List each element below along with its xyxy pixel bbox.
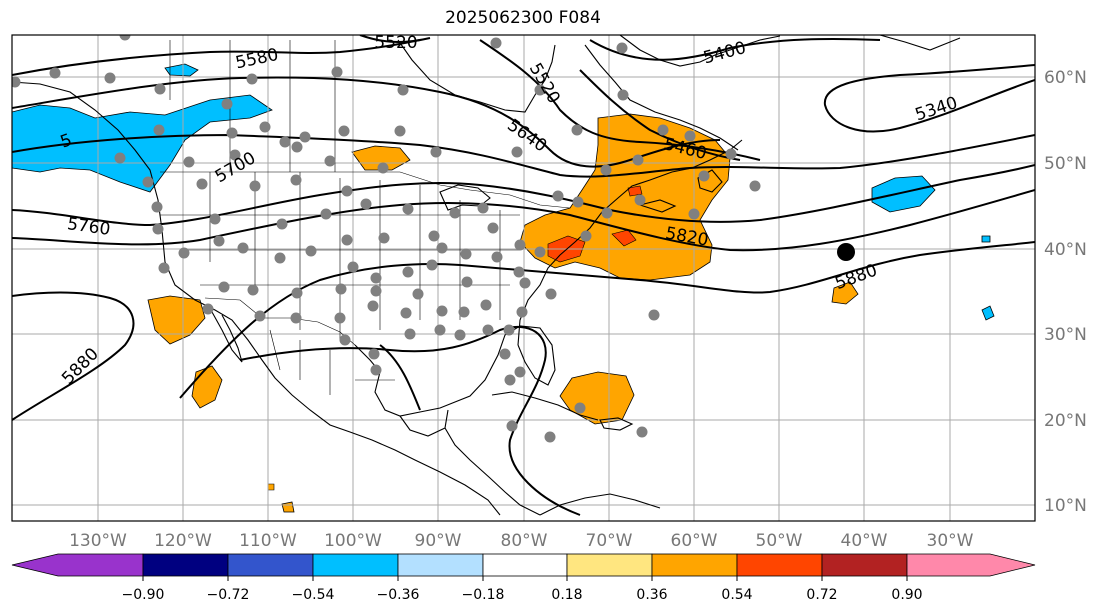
- map-frame: [11, 34, 1036, 522]
- negative-anomaly-region: [164, 63, 199, 77]
- positive-anomaly-region: [831, 281, 859, 305]
- north-america-west-coast: [12, 81, 501, 516]
- negative-anomaly-region: [871, 175, 936, 213]
- contour-5820: [12, 189, 1035, 252]
- longitude-label: 70°W: [586, 531, 633, 551]
- hudson-bay: [397, 39, 556, 113]
- colorbar-tick-label: −0.72: [207, 587, 250, 603]
- hispaniola: [599, 417, 634, 431]
- latitude-label: 60°N: [1044, 68, 1087, 88]
- longitude-label: 80°W: [501, 531, 548, 551]
- contour-5520-east: [479, 39, 761, 161]
- colorbar-tick-label: 0.54: [721, 587, 752, 603]
- colorbar-tick-label: −0.18: [462, 587, 505, 603]
- height-contours: [12, 35, 1035, 516]
- contour-5460: [579, 69, 741, 161]
- longitude-label: 120°W: [154, 531, 212, 551]
- colorbar-segment: [482, 553, 568, 577]
- colorbar-tick-label: 0.36: [636, 587, 667, 603]
- positive-anomaly-region: [351, 145, 411, 171]
- contour-5580: [12, 39, 421, 76]
- great-lakes: [439, 184, 491, 211]
- longitude-label: 130°W: [69, 531, 127, 551]
- contour-5880-c: [239, 325, 581, 516]
- colorbar-segment: [736, 553, 823, 577]
- negative-anomaly-region: [981, 305, 995, 321]
- longitude-label: 110°W: [239, 531, 297, 551]
- positive-anomaly-region: [281, 501, 295, 513]
- contour-5880-b: [12, 291, 135, 421]
- colorbar-tick-label: −0.36: [377, 587, 420, 603]
- colorbar-tick-label: 0.90: [891, 587, 922, 603]
- colorbar-segment: [11, 553, 144, 577]
- contour-5340: [823, 64, 1035, 133]
- colorbar-segment: [312, 553, 399, 577]
- longitude-label: 60°W: [671, 531, 718, 551]
- highlighted-station-marker: [837, 243, 855, 261]
- longitude-label: 30°W: [927, 531, 974, 551]
- contour-5700: [12, 133, 1035, 178]
- contour-5640: [12, 76, 721, 168]
- contour-5400: [589, 37, 881, 61]
- contour-5880-d: [379, 344, 421, 411]
- latitude-label: 30°N: [1044, 325, 1087, 345]
- baja-california: [211, 311, 243, 363]
- south-america-north: [539, 493, 661, 516]
- labrador-coast: [584, 44, 739, 151]
- latitude-labels: 60°N 50°N 40°N 30°N 20°N 10°N: [1044, 68, 1087, 516]
- yucatan: [399, 409, 449, 437]
- colorbar-tick-label: −0.90: [122, 587, 165, 603]
- mexico-states: [269, 329, 395, 395]
- colorbar-ticks: [142, 576, 908, 581]
- contour-5880-a: [179, 241, 1035, 399]
- greenland: [619, 35, 781, 67]
- longitude-label: 50°W: [756, 531, 803, 551]
- contour-label: 5520: [374, 33, 417, 53]
- latitude-label: 10°N: [1044, 496, 1087, 516]
- longitude-labels: 130°W 120°W 110°W 100°W 90°W 80°W 70°W 6…: [69, 531, 974, 551]
- nova-scotia: [637, 199, 677, 213]
- map-title: 2025062300 F084: [445, 8, 601, 28]
- colorbar-segment: [142, 553, 229, 577]
- greenland-east: [879, 35, 961, 51]
- latitude-label: 40°N: [1044, 240, 1087, 260]
- colorbar-tick-label: −0.54: [292, 587, 335, 603]
- anomaly-fills: [12, 63, 995, 513]
- borders: [160, 40, 571, 395]
- positive-anomaly-region: [147, 295, 206, 345]
- colorbar-tick-label: 0.18: [551, 587, 582, 603]
- longitude-label: 40°W: [841, 531, 888, 551]
- latitude-label: 50°N: [1044, 154, 1087, 174]
- longitude-label: 90°W: [415, 531, 462, 551]
- central-america: [444, 427, 541, 516]
- gridlines: [12, 35, 1035, 521]
- positive-anomaly-region-strong: [627, 185, 643, 197]
- colorbar-segment: [651, 553, 738, 577]
- contour-5520: [359, 35, 431, 43]
- positive-anomaly-region: [267, 483, 275, 491]
- colorbar-segment: [397, 553, 484, 577]
- colorbar-segment: [566, 553, 653, 577]
- newfoundland: [697, 169, 723, 193]
- contour-5760: [12, 164, 1035, 227]
- gulf-of-mexico-coast: [354, 325, 556, 417]
- coastlines: [12, 35, 961, 516]
- colorbar: −0.90 −0.72 −0.54 −0.36 −0.18 0.18 0.36 …: [11, 553, 1036, 603]
- colorbar-tick-label: 0.72: [806, 587, 837, 603]
- colorbar-segment: [821, 553, 908, 577]
- negative-anomaly-region: [981, 235, 991, 243]
- positive-anomaly-region-strong: [611, 229, 637, 247]
- colorbar-segment: [906, 553, 1036, 577]
- latitude-label: 20°N: [1044, 411, 1087, 431]
- longitude-label: 100°W: [324, 531, 382, 551]
- colorbar-segment: [227, 553, 314, 577]
- station-dots: [12, 35, 761, 443]
- cuba: [491, 391, 599, 421]
